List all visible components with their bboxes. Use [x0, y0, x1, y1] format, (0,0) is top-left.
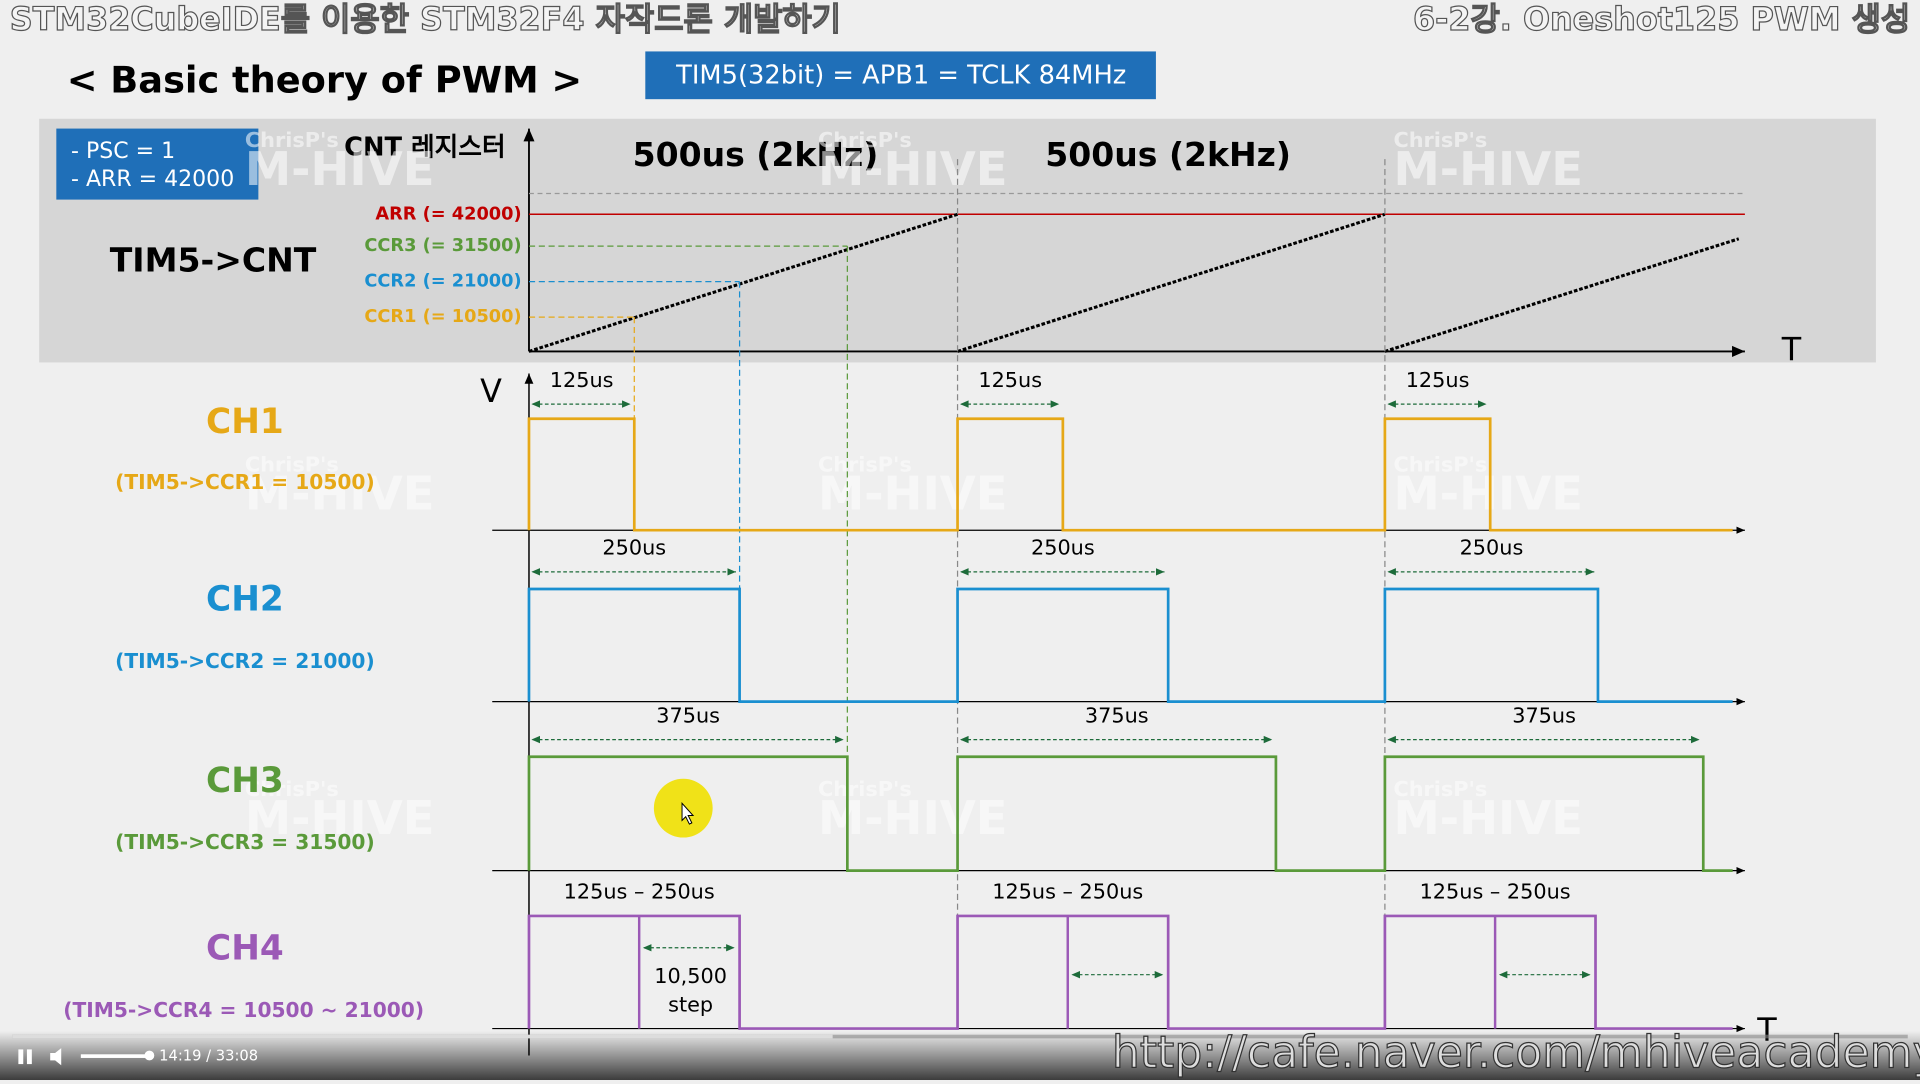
duration-label: 125us – 250us — [1420, 880, 1571, 904]
volume-knob[interactable] — [144, 1050, 155, 1061]
progress-track — [12, 1034, 1908, 1039]
clock-box — [645, 51, 1156, 100]
watermark: M-HIVE — [1393, 791, 1583, 845]
watermark: ChrisP's — [245, 128, 339, 152]
watermark: M-HIVE — [818, 142, 1008, 196]
player-bar — [0, 1031, 1920, 1080]
channel-name: CH4 — [206, 929, 284, 969]
duration-label: 375us — [1085, 703, 1149, 727]
watermark: M-HIVE — [245, 467, 435, 521]
cnt-axis-label: CNT 레지스터 — [344, 133, 505, 163]
watermark: ChrisP's — [245, 777, 339, 801]
duration-label: 250us — [1031, 536, 1095, 560]
channel-register: (TIM5->CCR3 = 31500) — [115, 830, 375, 854]
watermark: ChrisP's — [818, 452, 912, 476]
pause-button[interactable] — [18, 1049, 32, 1065]
lecture-title: 6-2강. Oneshot125 PWM 생성 — [1413, 0, 1910, 38]
watermark: M-HIVE — [1393, 467, 1583, 521]
channel-name: CH2 — [206, 580, 284, 620]
level-label: CCR1 (= 10500) — [364, 307, 521, 327]
period-label: 500us (2kHz) — [633, 135, 879, 174]
slide-heading: < Basic theory of PWM > — [67, 59, 582, 102]
watermark: ChrisP's — [818, 777, 912, 801]
watermark: M-HIVE — [1393, 142, 1583, 196]
channel-register: (TIM5->CCR2 = 21000) — [115, 649, 375, 673]
time-axis-label: T — [1781, 330, 1802, 368]
counter-ramp — [1384, 237, 1740, 353]
pulse-train — [527, 914, 1733, 1030]
voltage-axis-label: V — [480, 372, 502, 410]
channel-register: (TIM5->CCR4 = 10500 ~ 21000) — [63, 998, 424, 1022]
pulse-train — [527, 587, 1733, 703]
channel-name: CH1 — [206, 402, 284, 442]
step-note: 10,500 — [654, 964, 727, 988]
duration-label: 125us — [1406, 368, 1470, 392]
settings-text: - ARR = 42000 — [71, 167, 234, 192]
counter-ramp — [528, 212, 959, 353]
duration-label: 375us — [656, 703, 720, 727]
channel-register: (TIM5->CCR1 = 10500) — [115, 470, 375, 494]
volume-slider[interactable] — [80, 1054, 150, 1058]
clock-text: TIM5(32bit) = APB1 = TCLK 84MHz — [675, 60, 1126, 90]
channel-name: CH3 — [206, 761, 284, 801]
settings-box — [56, 128, 259, 200]
watermark: ChrisP's — [245, 452, 339, 476]
counter-ramp — [957, 212, 1386, 353]
watermark: ChrisP's — [1393, 452, 1487, 476]
duration-label: 125us – 250us — [992, 880, 1143, 904]
level-label: ARR (= 42000) — [375, 204, 521, 224]
cnt-label: TIM5->CNT — [110, 241, 317, 280]
pulse-train — [527, 755, 1733, 872]
diagram: ARR (= 42000) CCR3 (= 31500) CCR2 (= 21000… — [63, 128, 1745, 1056]
level-label: CCR3 (= 31500) — [364, 236, 521, 256]
watermark: M-HIVE — [818, 791, 1008, 845]
volume-button[interactable] — [50, 1048, 62, 1066]
period-label: 500us (2kHz) — [1045, 135, 1291, 174]
duration-label: 250us — [602, 536, 666, 560]
watermarks: ChrisP'sM-HIVEChrisP'sM-HIVEChrisP'sM-HI… — [245, 128, 1583, 845]
duration-label: 125us — [978, 368, 1042, 392]
watermark: ChrisP's — [818, 128, 912, 152]
progress-fill[interactable] — [12, 1034, 833, 1039]
watermark: ChrisP's — [1393, 777, 1487, 801]
settings-text: - PSC = 1 — [71, 139, 175, 164]
duration-label: 125us – 250us — [564, 880, 715, 904]
player-time: 14:19 / 33:08 — [159, 1048, 258, 1065]
duration-label: 250us — [1460, 536, 1524, 560]
watermark: M-HIVE — [245, 142, 435, 196]
level-label: CCR2 (= 21000) — [364, 272, 521, 292]
watermark: M-HIVE — [818, 467, 1008, 521]
watermark: ChrisP's — [1393, 128, 1487, 152]
watermark: M-HIVE — [245, 791, 435, 845]
cafe-url: http://cafe.naver.com/mhiveacademy — [1112, 1028, 1920, 1079]
pulse-train — [527, 417, 1733, 532]
duration-label: 125us — [550, 368, 614, 392]
video-title: STM32CubeIDE를 이용한 STM32F4 자작드론 개발하기 — [10, 0, 841, 38]
step-note: step — [668, 992, 713, 1016]
duration-label: 375us — [1512, 703, 1576, 727]
mouse-cursor — [681, 801, 695, 825]
